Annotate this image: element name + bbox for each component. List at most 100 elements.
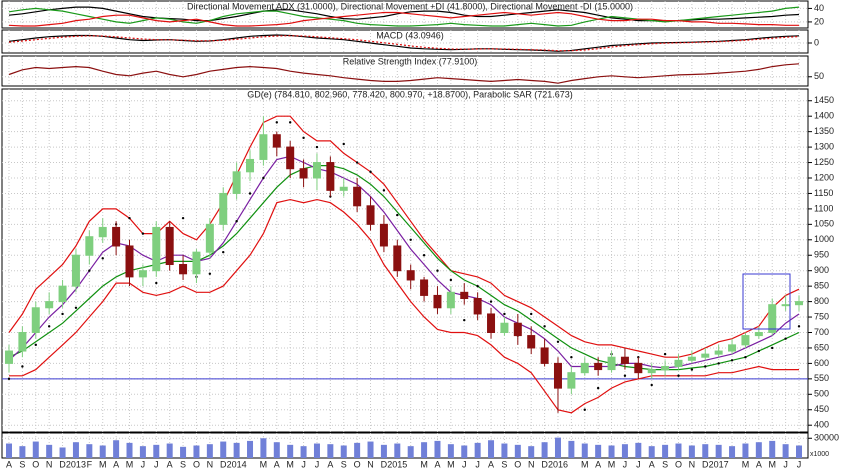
panel-title: MACD (43.0946): [376, 30, 444, 40]
x-tick-label: J: [141, 459, 146, 469]
sar-dot: [690, 368, 694, 371]
volume-bar: [59, 447, 66, 458]
volume-bar: [287, 444, 294, 458]
candle-body: [339, 186, 348, 191]
x-tick-label: J: [301, 459, 306, 469]
x-tick-label: A: [113, 459, 119, 469]
panel-frame: [1, 29, 809, 54]
candle-body: [527, 335, 536, 349]
candle-body: [433, 294, 442, 309]
sar-dot: [476, 284, 479, 288]
volume-bar: [407, 446, 414, 458]
indicator-line: [8, 6, 800, 27]
sar-dot: [543, 325, 546, 328]
indicator-line: [8, 63, 800, 84]
x-tick-label: M: [126, 459, 134, 469]
candle-body: [567, 372, 576, 389]
x-tick-label: S: [501, 459, 507, 469]
candle-body: [205, 223, 214, 253]
indicator-line: [8, 34, 800, 52]
candle-body: [312, 162, 321, 179]
candle-body: [138, 270, 147, 278]
x-tick-label: M: [447, 459, 455, 469]
x-tick-label: 2014: [227, 459, 247, 469]
y-tick-label: 1400: [814, 111, 834, 121]
x-tick-label: M: [581, 459, 589, 469]
volume-bar: [19, 446, 26, 458]
candle-body: [85, 236, 94, 256]
candle-body: [473, 298, 482, 315]
sar-dot: [396, 213, 399, 217]
x-tick-label: N: [207, 459, 214, 469]
sar-dot: [436, 269, 439, 272]
candle-body: [513, 322, 522, 337]
x-tick-label: J: [315, 459, 320, 469]
x-tick-label: 2013: [66, 459, 86, 469]
x-tick-label: N: [367, 459, 374, 469]
volume-bar: [139, 446, 146, 458]
volume-bar: [488, 440, 495, 458]
volume-bar: [354, 442, 361, 458]
sar-dot: [449, 278, 453, 282]
panel-title: GD(e) (784.810, 802.960, 778.420, 800.97…: [247, 89, 572, 99]
candle-body: [647, 369, 656, 374]
y-tick-label: 900: [814, 265, 829, 275]
x-tick-label: A: [649, 459, 655, 469]
sar-dot: [155, 281, 158, 285]
candle-body: [701, 353, 710, 358]
sar-dot: [34, 343, 37, 347]
candle-body: [393, 245, 402, 272]
candle-body: [661, 365, 670, 371]
volume-bar: [99, 445, 106, 458]
volume-bar: [233, 442, 240, 458]
x-tick-label: J: [636, 459, 641, 469]
volume-bar: [260, 438, 267, 458]
candle-body: [594, 362, 603, 371]
y-tick-label: 800: [814, 296, 829, 306]
panel-frame: [1, 88, 809, 433]
x-tick-label: D: [220, 459, 227, 469]
x-tick-label: N: [46, 459, 53, 469]
sar-dot: [596, 386, 600, 390]
sar-dot: [88, 269, 91, 272]
y-tick-label: 0: [814, 37, 819, 47]
y-tick-label: 550: [814, 373, 829, 383]
x-tick-label: J: [475, 459, 480, 469]
candle-body: [795, 301, 803, 306]
volume-bar: [796, 445, 802, 458]
candle-body: [192, 251, 201, 275]
sar-dot: [128, 216, 131, 220]
sar-dot: [7, 377, 11, 381]
candle-body: [420, 279, 429, 296]
candle-body: [232, 171, 241, 194]
y-tick-label: 40: [814, 3, 824, 13]
volume-bar: [6, 443, 12, 458]
x-tick-label: O: [675, 459, 682, 469]
panel-title: Relative Strength Index (77.9100): [343, 56, 478, 66]
volume-bar: [635, 442, 642, 458]
candle-body: [31, 307, 40, 333]
volume-bar: [367, 441, 374, 458]
y-tick-label: 500: [814, 389, 829, 399]
volume-bar: [621, 444, 628, 458]
volume-bar: [729, 446, 736, 458]
x-tick-label: 2016: [548, 459, 568, 469]
volume-bar: [46, 444, 53, 458]
candle-body: [326, 162, 335, 191]
volume-bar: [474, 442, 481, 458]
sar-dot: [355, 161, 359, 164]
candle-body: [58, 285, 67, 303]
x-tick-label: M: [99, 459, 107, 469]
volume-bar: [86, 444, 93, 458]
sar-dot: [422, 254, 426, 257]
volume-bar: [32, 441, 39, 458]
candle-body: [353, 186, 362, 207]
sar-dot: [463, 318, 466, 322]
x-tick-label: S: [180, 459, 186, 469]
volume-bar: [434, 440, 441, 458]
y-tick-label: 1100: [814, 203, 833, 213]
x-tick-label: S: [662, 459, 668, 469]
x-tick-label: A: [756, 459, 762, 469]
